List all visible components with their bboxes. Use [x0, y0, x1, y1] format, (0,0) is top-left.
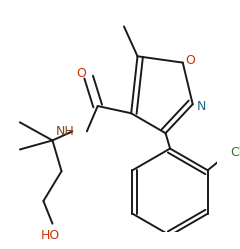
Text: O: O: [77, 67, 86, 80]
Text: NH: NH: [55, 125, 74, 138]
Text: O: O: [185, 54, 195, 67]
Text: N: N: [197, 100, 206, 113]
Text: Cl: Cl: [230, 146, 240, 159]
Text: HO: HO: [41, 229, 60, 242]
